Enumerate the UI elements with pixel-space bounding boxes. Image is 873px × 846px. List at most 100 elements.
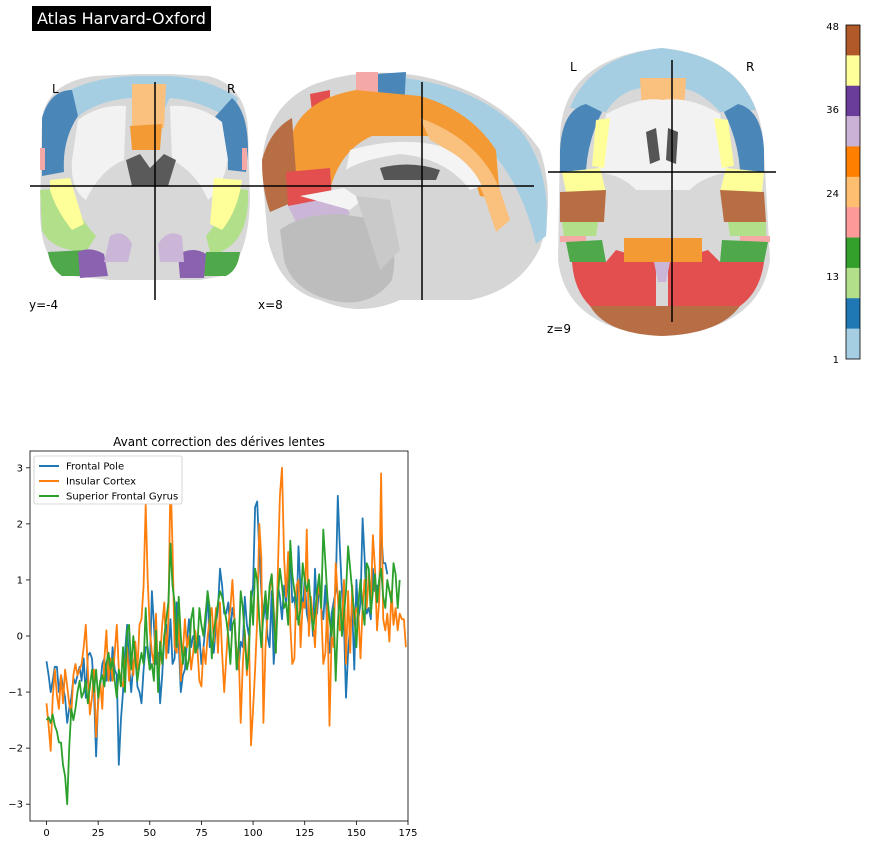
axial-ventricles — [646, 128, 678, 164]
colorbar-swatch — [846, 25, 860, 56]
series-line-superior-frontal-gyrus — [45, 528, 401, 806]
chart-legend: Frontal Pole Insular Cortex Superior Front… — [33, 455, 183, 505]
y-tick-label: −2 — [8, 744, 23, 755]
axial-region-light-green-right — [728, 222, 766, 236]
legend-label: Insular Cortex — [66, 477, 136, 488]
coronal-region-pink-right — [242, 148, 247, 170]
x-tick-label: 50 — [143, 828, 156, 839]
coronal-coord-label: y=-4 — [29, 298, 59, 312]
axial-region-red-right — [668, 250, 764, 306]
sagittal-brainstem — [356, 196, 400, 270]
sagittal-cerebellum — [280, 214, 395, 303]
coronal-region-pink-left — [40, 148, 45, 170]
coronal-white-matter-r — [170, 105, 228, 200]
legend-label: Frontal Pole — [66, 462, 124, 473]
colorbar-tick-label: 36 — [826, 105, 839, 116]
sagittal-ventricle — [380, 164, 440, 180]
colorbar-swatch — [846, 207, 860, 238]
y-tick-label: −3 — [8, 800, 23, 811]
x-tick-label: 25 — [92, 828, 105, 839]
coronal-white-matter — [71, 105, 126, 200]
coronal-region-lilac-r — [158, 233, 184, 262]
coronal-region-lilac — [104, 233, 132, 262]
coronal-region-yellow-right — [210, 178, 242, 230]
x-tick-label: 0 — [43, 828, 49, 839]
axial-region-brown-left — [560, 190, 606, 222]
coronal-region-light-orange — [132, 84, 150, 130]
x-tick-label: 100 — [244, 828, 263, 839]
colorbar-tick-label: 48 — [826, 22, 839, 33]
x-tick-label: 75 — [195, 828, 208, 839]
atlas-colorbar: 48 36 24 13 1 — [826, 22, 861, 366]
coronal-region-purple-right — [178, 250, 206, 278]
colorbar-swatch — [846, 55, 860, 87]
colorbar-swatch — [846, 298, 860, 329]
sagittal-slice — [262, 72, 548, 310]
axial-left-label: L — [570, 60, 577, 74]
axial-slice — [548, 48, 776, 336]
colorbar-swatch — [846, 146, 860, 178]
axial-region-blue-right — [724, 104, 764, 172]
coronal-region-light-orange-2 — [150, 84, 166, 130]
coronal-region-blue-left — [42, 90, 78, 176]
colorbar-swatch — [846, 237, 860, 269]
axial-region-green-right — [720, 240, 768, 262]
axial-region-light-green-left — [562, 222, 598, 236]
colorbar-swatch — [846, 85, 860, 117]
axial-region-pink-left — [560, 236, 586, 242]
x-tick-label: 150 — [347, 828, 366, 839]
axial-region-green-left — [566, 240, 606, 262]
sagittal-corpus-callosum — [346, 141, 482, 190]
coronal-right-label: R — [227, 82, 236, 96]
coronal-ventricles — [126, 154, 176, 186]
axial-region-brown-bottom — [590, 306, 740, 336]
coronal-region-blue-right — [214, 98, 248, 172]
axial-right-label: R — [746, 60, 755, 74]
coronal-region-green-right — [204, 252, 240, 276]
colorbar-frame — [845, 24, 861, 360]
legend-box — [33, 455, 183, 505]
axial-region-yellow-strip-left — [592, 118, 610, 168]
chart-title: Avant correction des dérives lentes — [113, 435, 325, 449]
colorbar-swatch — [846, 176, 860, 208]
axial-region-pink-right — [740, 236, 770, 242]
sagittal-coord-label: x=8 — [258, 298, 283, 312]
y-tick-label: 2 — [17, 519, 23, 530]
y-tick-label: 0 — [17, 632, 23, 643]
sagittal-region-white — [300, 188, 362, 210]
axial-region-brown-right — [720, 190, 766, 222]
y-tick-label: 1 — [17, 575, 23, 586]
coronal-slice — [30, 74, 262, 300]
axial-white-matter — [598, 99, 728, 190]
coronal-left-label: L — [52, 82, 59, 96]
sagittal-region-light-orange — [420, 118, 510, 232]
colorbar-tick-label: 1 — [833, 355, 839, 366]
coronal-region-yellow-left — [50, 178, 84, 230]
legend-label: Superior Frontal Gyrus — [66, 492, 178, 503]
axial-region-red-left — [572, 250, 656, 306]
x-tick-label: 125 — [295, 828, 314, 839]
x-tick-label: 175 — [398, 828, 417, 839]
axial-region-lilac — [654, 262, 670, 282]
coronal-region-orange — [130, 124, 162, 150]
colorbar-tick-label: 13 — [826, 272, 839, 283]
axial-region-orange — [624, 238, 702, 262]
series-line-insular-cortex — [45, 466, 407, 752]
sagittal-region-light-blue — [380, 76, 547, 244]
colorbar-swatch — [846, 267, 860, 299]
axial-region-yellow-strip-right — [714, 118, 734, 168]
y-tick-label: 3 — [17, 463, 23, 474]
axial-region-blue-left — [560, 104, 602, 172]
axial-coord-label: z=9 — [547, 322, 571, 336]
colorbar-swatch — [846, 116, 860, 147]
coronal-region-purple-left — [78, 249, 108, 278]
timeseries-chart: Avant correction des dérives lentes 0 25 5… — [8, 435, 417, 839]
colorbar-swatch — [846, 328, 860, 360]
axial-region-yellow-right — [720, 168, 764, 192]
colorbar-tick-label: 24 — [826, 189, 839, 200]
atlas-title: Atlas Harvard-Oxford — [32, 6, 211, 31]
sagittal-region-orange — [290, 90, 500, 200]
y-tick-label: −1 — [8, 688, 23, 699]
axial-region-yellow-left — [562, 168, 606, 192]
